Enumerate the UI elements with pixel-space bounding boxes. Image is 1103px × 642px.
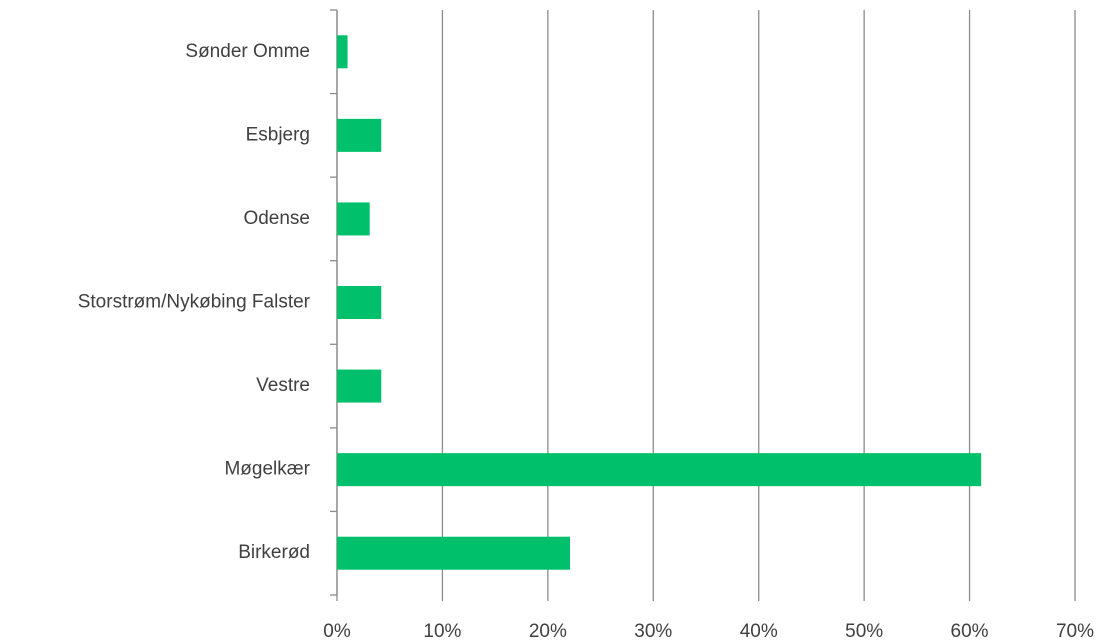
x-tick-label: 40% (740, 621, 778, 642)
y-tick-label: Odense (243, 208, 310, 229)
bar (337, 202, 370, 236)
bar (337, 118, 382, 152)
y-tick-label: Vestre (256, 375, 310, 396)
x-tick-label: 70% (1056, 621, 1094, 642)
bar (337, 286, 382, 319)
x-tick-label: 60% (951, 621, 989, 642)
y-tick-label: Møgelkær (224, 459, 310, 480)
y-tick-label: Birkerød (238, 542, 310, 563)
bar (337, 369, 382, 403)
bar (337, 453, 982, 487)
x-tick-label: 50% (845, 621, 883, 642)
y-tick-label: Sønder Omme (185, 41, 310, 62)
x-tick-label: 30% (634, 621, 672, 642)
x-tick-label: 20% (529, 621, 567, 642)
y-tick-label: Esbjerg (246, 124, 310, 145)
x-tick-label: 10% (423, 621, 461, 642)
bar (337, 536, 570, 570)
y-tick-label: Storstrøm/Nykøbing Falster (78, 292, 311, 313)
x-tick-label: 0% (323, 621, 351, 642)
bar (337, 35, 348, 69)
